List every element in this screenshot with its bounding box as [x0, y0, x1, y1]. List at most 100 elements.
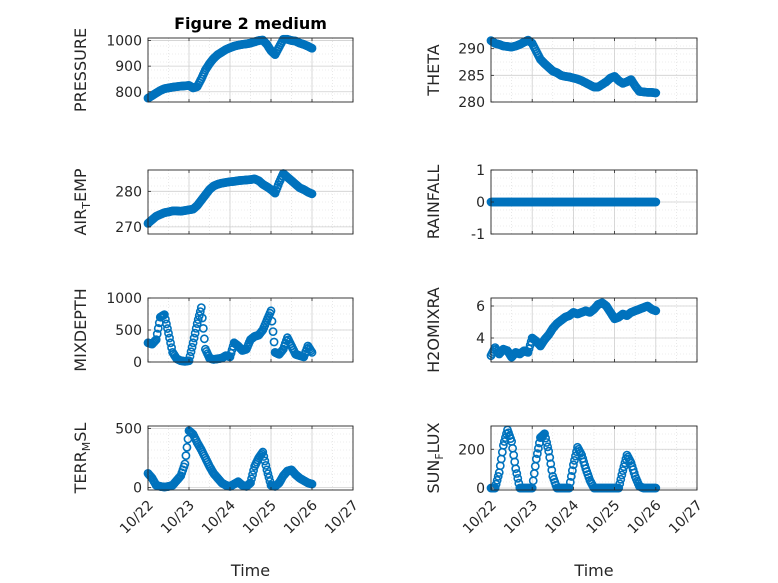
data-point [306, 479, 316, 489]
axes-box [490, 297, 698, 363]
data-point [650, 483, 660, 493]
data-point [530, 461, 540, 471]
data-point [306, 43, 316, 53]
subplot-8: 0 200 SUNFLUX 10/22 10/23 10/24 10/25 10/26 10/2… [424, 422, 706, 580]
data-point [576, 448, 586, 458]
data-point [183, 356, 193, 366]
data-point [198, 323, 208, 333]
data-point [547, 465, 557, 475]
subplot-4: -1 0 1 RAINFALL [424, 163, 698, 243]
data-point [190, 328, 200, 338]
subplot-3: 270 280 AIRTEMP [71, 168, 354, 236]
data-point [613, 483, 623, 493]
y-tick-label: 1000 [106, 34, 142, 50]
data-point [197, 313, 207, 323]
y-tick-label: 270 [115, 220, 142, 236]
x-tick-label: 10/24 [542, 497, 582, 537]
data-point [306, 346, 316, 356]
data-point [248, 470, 257, 479]
data-point [149, 337, 159, 347]
axes-box [490, 425, 698, 491]
subplot-2: 280 285 290 THETA [424, 35, 698, 111]
data-point [193, 315, 203, 324]
data-point [181, 451, 191, 461]
data-point [265, 308, 275, 318]
data-point [619, 462, 629, 472]
data-point [188, 338, 198, 348]
y-axis-label: RAINFALL [424, 165, 443, 240]
data-point [617, 470, 627, 480]
data-point [537, 432, 546, 442]
data-point [152, 329, 162, 339]
data-point [268, 327, 278, 336]
data-point [247, 474, 256, 484]
x-tick-label: 10/22 [460, 498, 500, 538]
data-point [491, 479, 501, 489]
data-point [269, 337, 279, 347]
data-point [264, 473, 274, 482]
x-tick-label: 10/23 [158, 498, 198, 538]
x-tick-label: 10/27 [666, 498, 706, 538]
y-tick-label: 6 [476, 299, 485, 315]
data-point [260, 456, 270, 466]
y-axis-label: TERRMSL [71, 423, 93, 495]
data-point [506, 434, 515, 444]
data-point [153, 323, 163, 333]
data-point [533, 443, 543, 453]
data-point [565, 477, 575, 487]
data-point [196, 303, 206, 312]
data-point [566, 472, 576, 481]
x-tick-label: 10/25 [240, 498, 280, 538]
axes-box [490, 37, 698, 103]
data-point [621, 454, 631, 464]
data-point [542, 438, 552, 447]
y-tick-label: 500 [115, 421, 142, 437]
y-tick-label: 800 [115, 85, 142, 101]
data-point [618, 466, 628, 476]
x-tick-label: 10/23 [501, 498, 541, 538]
data-point [273, 180, 283, 190]
x-tick-label: 10/25 [584, 498, 624, 538]
data-point [541, 433, 550, 443]
x-axis-label: Time [230, 561, 270, 580]
y-axis-label: MIXDEPTH [71, 288, 90, 371]
data-point [199, 334, 209, 344]
data-point [497, 447, 507, 457]
y-axis-label: SUNFLUX [424, 422, 446, 493]
y-axis-label: PRESSURE [71, 28, 90, 112]
data-point [175, 472, 185, 482]
y-tick-label: -1 [471, 227, 485, 243]
x-tick-label: 10/24 [199, 497, 239, 537]
subplot-6: 4 6 H2OMIXRA [424, 287, 698, 373]
data-point [570, 456, 579, 465]
axes-box [147, 37, 354, 103]
data-point [532, 337, 542, 347]
y-tick-label: 0 [133, 355, 142, 371]
data-point [513, 473, 523, 483]
y-tick-label: 900 [115, 59, 142, 75]
data-point [162, 319, 171, 329]
data-point [187, 342, 197, 352]
data-point [148, 338, 158, 348]
y-tick-label: 1000 [106, 291, 142, 307]
data-point [165, 333, 174, 343]
data-point [650, 197, 660, 207]
y-tick-label: 285 [458, 68, 485, 84]
data-point [186, 347, 196, 357]
data-point [164, 328, 173, 338]
data-point [277, 346, 287, 355]
subplot-1: 800 900 1000 PRESSURE Figure 2 medium [71, 14, 354, 112]
y-axis-label: AIRTEMP [71, 168, 93, 235]
data-point [261, 461, 271, 470]
y-tick-label: 1 [476, 163, 485, 179]
data-point [189, 333, 199, 343]
data-point [543, 442, 553, 452]
y-tick-label: 290 [458, 42, 485, 58]
y-tick-label: 0 [476, 481, 485, 497]
data-point [650, 88, 660, 98]
y-tick-label: 0 [133, 481, 142, 497]
data-point [615, 479, 625, 489]
axes-box [147, 425, 354, 491]
y-axis-label: H2OMIXRA [424, 287, 443, 373]
